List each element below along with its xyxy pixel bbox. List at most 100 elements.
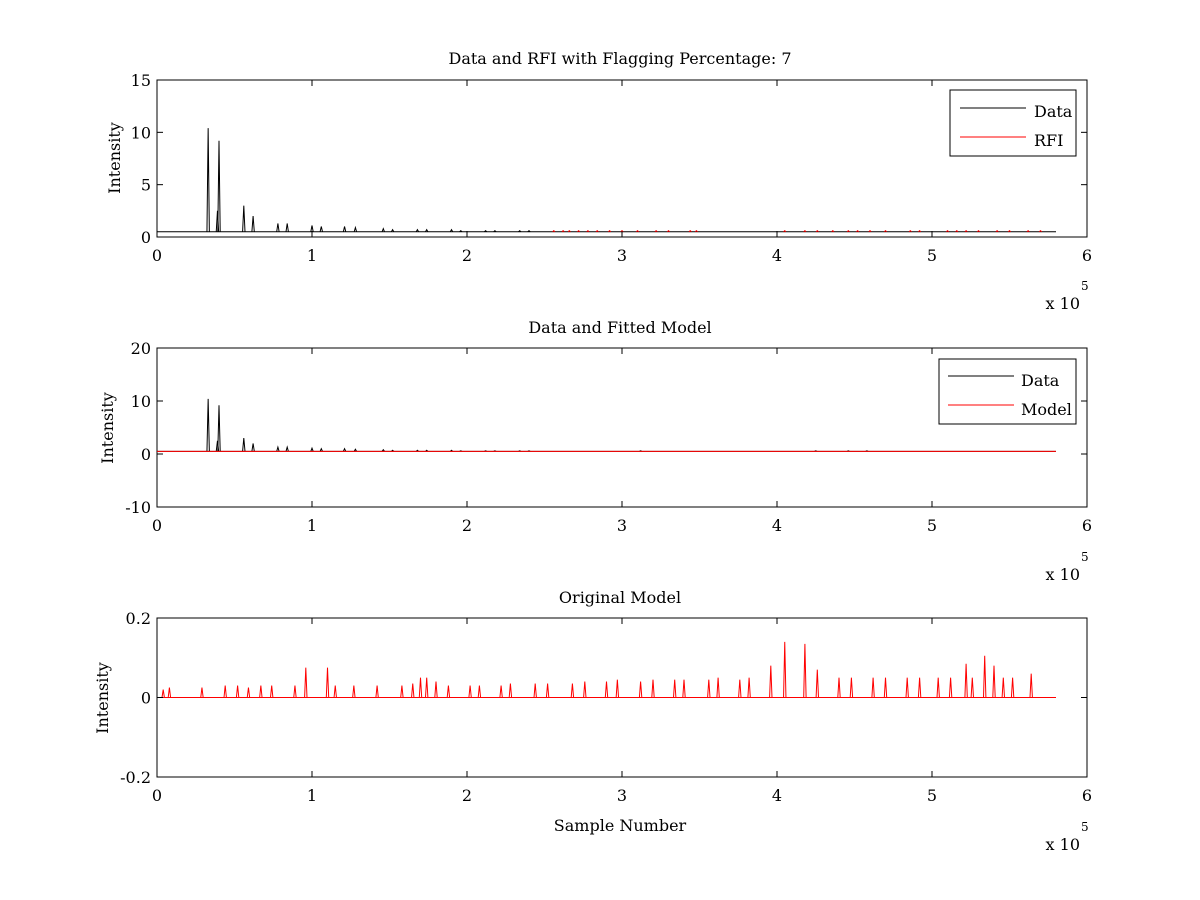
series-data-peak	[217, 405, 221, 452]
series-data-peak	[342, 226, 347, 232]
series-data-peak	[206, 398, 210, 452]
y-tick-label: 0	[141, 228, 151, 247]
series-rfi-peak	[964, 230, 968, 233]
x-tick-label: 3	[617, 516, 627, 535]
series-rfi-peak	[815, 230, 819, 233]
series-model-peak	[325, 667, 330, 698]
subplot-2-legend: Data Model	[938, 358, 1077, 425]
series-model-peak	[905, 677, 909, 698]
series-model-peak	[545, 683, 550, 698]
series-model-peak	[769, 665, 773, 698]
series-model-peak	[352, 685, 356, 698]
x-tick-label: 6	[1082, 516, 1092, 535]
series-rfi-peak	[846, 230, 850, 233]
series-data-peak	[215, 210, 220, 232]
subplot-2-ylabel: Intensity	[98, 392, 117, 464]
series-model-peak	[1001, 677, 1005, 698]
series-model-peak	[411, 683, 415, 698]
series-model-peak	[651, 679, 655, 698]
series-rfi-peak	[783, 230, 787, 233]
series-rfi-peak	[586, 230, 590, 233]
series-rfi-peak	[995, 230, 999, 233]
y-tick-label: 10	[131, 123, 151, 142]
y-tick-label: 10	[131, 392, 151, 411]
series-rfi-peak	[803, 230, 807, 233]
series-rfi-peak	[608, 230, 612, 233]
series-model-peak	[235, 685, 240, 698]
x-tick-label: 6	[1082, 786, 1092, 805]
series-model-peak	[425, 677, 429, 698]
series-model-peak	[446, 685, 451, 698]
y-tick-label: 0.2	[126, 609, 151, 628]
series-rfi-peak	[908, 230, 912, 233]
series-model-peak	[167, 687, 172, 698]
y-tick-label: 0	[141, 689, 151, 708]
series-rfi-peak	[918, 230, 922, 233]
series-rfi-peak	[856, 230, 860, 233]
series-model-peak	[333, 685, 337, 698]
subplot-2-title: Data and Fitted Model	[528, 318, 711, 337]
series-data-peak	[449, 228, 454, 233]
subplot-3-plot-area	[157, 641, 1056, 698]
series-rfi-peak	[567, 230, 571, 233]
legend-label-data: Data	[1034, 102, 1073, 121]
series-model-peak	[837, 677, 841, 698]
subplot-1-title: Data and RFI with Flagging Percentage: 7	[448, 49, 791, 68]
series-model-peak	[983, 655, 987, 698]
subplot-1-x-ticks: 0 1 2 3 4 5 6	[152, 80, 1092, 265]
series-model-peak	[259, 685, 263, 698]
series-data-peak	[310, 225, 314, 232]
x-tick-label: 1	[307, 516, 317, 535]
series-rfi-peak	[577, 230, 581, 233]
series-model-peak	[304, 667, 308, 698]
series-model-peak	[638, 681, 643, 698]
series-model-peak	[400, 685, 404, 698]
x-tick-label: 0	[152, 786, 162, 805]
series-data-peak	[215, 440, 220, 452]
subplot-3-y-ticks: -0.2 0 0.2	[120, 609, 1087, 787]
series-data-peak	[285, 223, 289, 232]
series-rfi-peak	[694, 230, 698, 233]
series-rfi-peak	[831, 230, 835, 233]
series-data-peak	[518, 230, 522, 233]
subplot-3-x-exponent-base: x 10	[1046, 835, 1080, 854]
series-model-peak	[1029, 673, 1033, 698]
series-model-peak	[849, 677, 854, 698]
series-model-peak	[499, 685, 503, 698]
series-data-peak	[319, 226, 323, 232]
series-data-peak	[310, 446, 314, 452]
x-tick-label: 1	[307, 246, 317, 265]
x-tick-label: 5	[927, 246, 937, 265]
series-model-peak	[200, 687, 204, 698]
series-model-peak	[375, 685, 379, 698]
x-tick-label: 3	[617, 246, 627, 265]
series-model-peak	[570, 683, 575, 698]
series-model-peak	[992, 665, 996, 698]
series-model-peak	[936, 677, 940, 698]
series-model-peak	[815, 669, 819, 698]
series-model-peak	[161, 689, 165, 698]
series-model-peak	[418, 677, 423, 698]
series-data-peak	[242, 205, 246, 232]
x-tick-label: 5	[927, 786, 937, 805]
series-rfi-peak	[1026, 230, 1030, 233]
subplot-3-ylabel: Intensity	[93, 662, 112, 734]
series-data-peak	[319, 447, 323, 452]
subplot-2-x-exponent-power: 5	[1081, 550, 1089, 564]
subplot-1-plot-area	[157, 128, 1056, 233]
series-model-peak	[673, 679, 677, 698]
subplot-3-x-exponent-power: 5	[1081, 820, 1089, 834]
series-model-peak	[615, 679, 620, 698]
subplot-2-x-ticks: 0 1 2 3 4 5 6	[152, 348, 1092, 535]
series-data-peak	[381, 227, 385, 232]
series-model-peak	[533, 683, 537, 698]
series-rfi-peak	[635, 230, 640, 233]
series-data-peak	[353, 448, 358, 452]
series-rfi-peak	[883, 230, 888, 233]
series-rfi-peak	[561, 230, 565, 233]
subplot-1-axes	[156, 79, 1088, 238]
series-rfi-peak	[976, 230, 981, 233]
series-data-peak	[415, 228, 420, 233]
series-data-peak	[276, 223, 280, 232]
legend-label-rfi: RFI	[1034, 131, 1063, 150]
